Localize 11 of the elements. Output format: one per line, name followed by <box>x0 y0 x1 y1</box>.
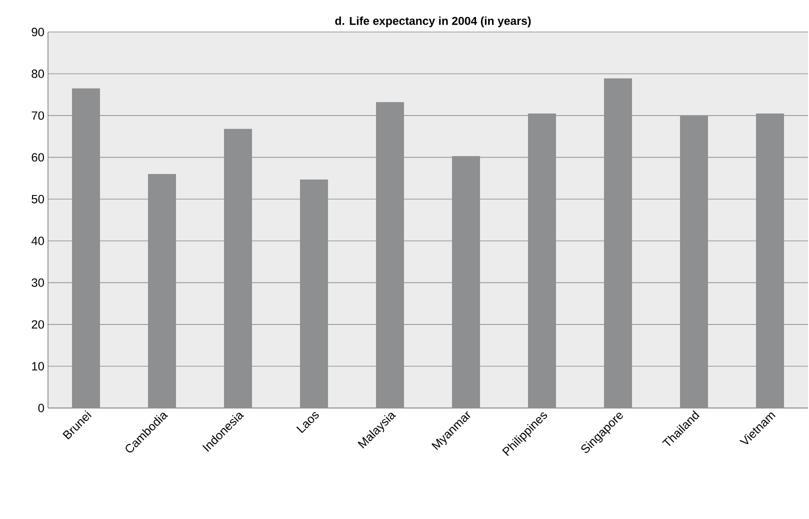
y-tick-label: 30 <box>32 278 44 287</box>
y-tick-label: 70 <box>32 111 44 120</box>
y-tick-label: 20 <box>32 320 44 329</box>
y-tick-label: 0 <box>38 404 44 412</box>
chart-title: d. Life expectancy in 2004 (in years) <box>335 16 531 28</box>
y-tick-label: 10 <box>32 362 44 370</box>
y-tick-label: 80 <box>32 70 44 78</box>
y-tick-label: 50 <box>32 194 44 204</box>
y-tick-label: 60 <box>32 153 44 162</box>
y-tick-label: 40 <box>31 236 44 246</box>
y-tick-label: 90 <box>32 28 44 36</box>
